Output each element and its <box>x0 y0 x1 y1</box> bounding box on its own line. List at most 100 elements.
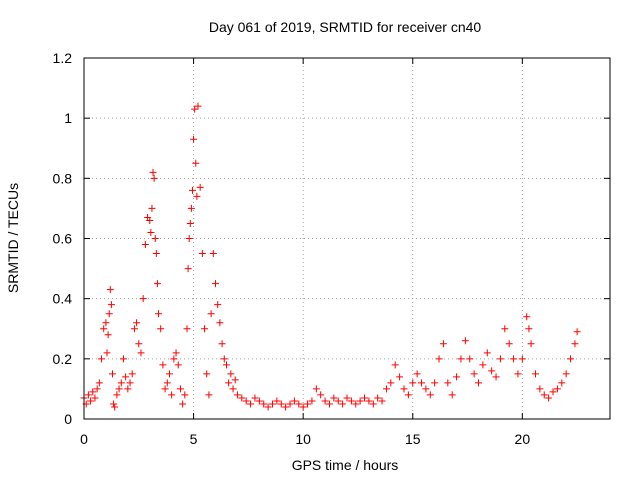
data-point <box>444 379 452 387</box>
data-point <box>119 355 127 363</box>
data-point <box>400 385 408 393</box>
data-point <box>128 370 136 378</box>
data-point <box>562 370 570 378</box>
data-point <box>387 379 395 387</box>
data-point <box>483 349 491 357</box>
data-point <box>571 340 579 348</box>
data-point <box>183 325 191 333</box>
data-point <box>501 325 509 333</box>
data-point <box>260 400 268 408</box>
data-point <box>130 325 138 333</box>
data-point <box>152 250 160 258</box>
data-point <box>518 355 526 363</box>
data-point <box>184 265 192 273</box>
data-point <box>573 328 581 336</box>
data-point <box>110 400 118 408</box>
data-point <box>153 280 161 288</box>
data-point <box>475 379 482 387</box>
data-point <box>111 403 119 411</box>
x-tick-label: 5 <box>190 431 198 447</box>
y-tick-label: 1 <box>64 110 72 126</box>
data-point <box>453 373 461 381</box>
data-point <box>540 391 548 399</box>
data-point <box>317 391 325 399</box>
data-point <box>536 385 544 393</box>
data-point <box>299 403 307 411</box>
data-point <box>339 400 347 408</box>
data-point <box>185 235 193 242</box>
data-point <box>107 301 115 309</box>
data-point <box>203 370 211 378</box>
data-point <box>98 355 106 363</box>
data-point <box>135 340 143 348</box>
x-tick-label: 10 <box>295 431 311 447</box>
data-point <box>413 370 421 378</box>
data-point <box>205 391 213 399</box>
data-point <box>225 379 233 387</box>
data-point <box>466 355 474 363</box>
data-point <box>409 379 417 387</box>
data-point <box>198 250 206 258</box>
data-point <box>207 310 215 318</box>
data-point <box>170 355 178 363</box>
data-point <box>418 379 426 387</box>
data-point <box>369 400 377 408</box>
data-point <box>510 355 518 363</box>
data-point <box>361 394 369 402</box>
data-point <box>435 355 443 363</box>
data-point <box>290 397 298 405</box>
data-point <box>188 186 196 194</box>
data-point <box>277 400 285 408</box>
x-tick-label: 15 <box>405 431 421 447</box>
data-point <box>201 325 209 333</box>
data-point <box>356 397 364 405</box>
data-point <box>553 385 561 393</box>
data-point <box>159 361 167 369</box>
data-point <box>105 310 113 318</box>
data-point <box>193 192 201 200</box>
data-point <box>146 216 154 224</box>
data-point <box>251 394 259 402</box>
data-point <box>194 102 202 110</box>
data-point <box>89 388 97 396</box>
data-point <box>181 391 189 399</box>
data-point <box>549 388 557 396</box>
y-axis-label: SRMTID / TECUs <box>5 183 21 293</box>
data-point <box>103 349 111 357</box>
data-point <box>115 385 123 393</box>
data-point <box>352 400 360 408</box>
data-point <box>457 355 465 363</box>
data-point <box>196 183 204 191</box>
data-point <box>84 391 92 399</box>
data-point <box>212 280 219 288</box>
data-point <box>227 370 235 378</box>
x-axis-label: GPS time / hours <box>292 457 399 473</box>
data-point <box>161 385 169 393</box>
data-point <box>157 325 165 333</box>
data-point <box>102 319 110 327</box>
x-tick-label: 20 <box>515 431 531 447</box>
data-point <box>106 286 114 294</box>
data-point <box>147 228 155 236</box>
data-point <box>155 310 163 318</box>
data-point <box>218 340 226 348</box>
y-tick-label: 0.4 <box>53 291 73 307</box>
data-point <box>273 397 281 405</box>
data-point <box>149 168 157 176</box>
data-point <box>426 391 434 399</box>
axis-ticks: 0 0.2 0.4 0.6 0.8 1 1.2 0 5 10 15 20 <box>53 50 610 447</box>
data-point <box>378 397 386 405</box>
data-point <box>139 295 147 303</box>
data-point <box>163 379 171 387</box>
data-point <box>117 379 125 387</box>
data-point <box>255 397 263 405</box>
data-point <box>87 397 95 405</box>
data-point <box>505 340 513 348</box>
data-point <box>431 379 439 387</box>
data-point <box>304 400 312 408</box>
data-point <box>523 313 531 321</box>
data-point <box>100 325 108 333</box>
data-point <box>492 373 500 381</box>
data-point <box>176 385 184 393</box>
data-point <box>91 394 99 402</box>
